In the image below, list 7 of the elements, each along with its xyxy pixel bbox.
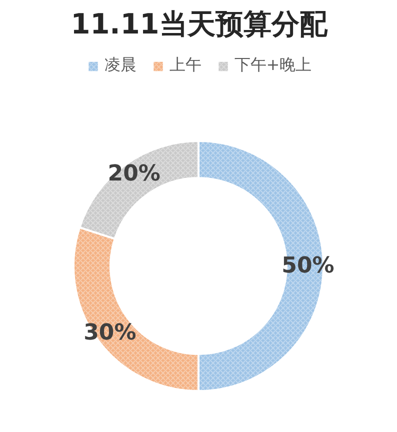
- data-label: 50%: [282, 254, 334, 279]
- data-label: 20%: [108, 161, 160, 186]
- data-label: 30%: [84, 320, 136, 346]
- legend-label: 上午: [169, 55, 202, 76]
- chart-title: 11.11当天预算分配: [70, 8, 328, 40]
- legend-label: 下午+晚上: [234, 55, 312, 76]
- legend-label: 凌晨: [104, 55, 136, 76]
